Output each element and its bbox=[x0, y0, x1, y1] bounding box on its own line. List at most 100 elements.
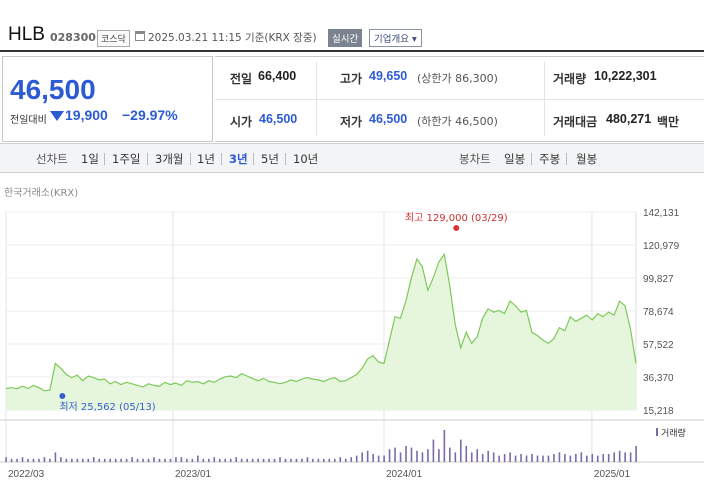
volume-bar bbox=[65, 458, 68, 462]
volume-bar bbox=[487, 450, 489, 462]
volume-bar bbox=[454, 452, 457, 462]
volume-bar bbox=[251, 458, 254, 462]
volume-bar bbox=[613, 452, 615, 462]
volume-bar bbox=[503, 454, 506, 462]
volume-bar bbox=[470, 452, 473, 462]
prev-close-label: 전일 bbox=[230, 72, 253, 86]
calendar-icon bbox=[135, 31, 145, 41]
volume-bar bbox=[317, 458, 320, 462]
volume-bar bbox=[71, 458, 73, 462]
price-chart[interactable]: 142,131 120,979 99,827 78,674 57,522 36,370 15… bbox=[0, 200, 704, 487]
change-value: 19,900 bbox=[65, 107, 108, 123]
volume-bar bbox=[591, 454, 594, 462]
tab-separator bbox=[566, 153, 567, 165]
volume-bar bbox=[350, 457, 353, 462]
volume-bar bbox=[421, 452, 424, 462]
volume-bar bbox=[607, 454, 610, 462]
candle-chart-label: 봉차트 bbox=[459, 152, 491, 166]
volume-value: 10,222,301 bbox=[594, 69, 657, 83]
tab-period-5y[interactable]: 5년 bbox=[261, 152, 279, 166]
volume-bar bbox=[284, 458, 287, 462]
x-tick-label: 2024/01 bbox=[386, 469, 423, 480]
company-info-button[interactable]: 기업개요 ▾ bbox=[369, 29, 422, 47]
high-annotation: 최고 129,000 (03/29) bbox=[405, 212, 508, 224]
stock-name: HLB bbox=[8, 24, 45, 45]
volume-bar bbox=[125, 458, 128, 462]
y-tick-label: 78,674 bbox=[643, 307, 674, 318]
price-summary-box bbox=[2, 56, 213, 142]
tab-candle-weekly[interactable]: 주봉 bbox=[539, 152, 561, 166]
volume-bar bbox=[355, 455, 358, 462]
volume-bar bbox=[514, 455, 517, 462]
amount-value: 480,271 bbox=[606, 112, 652, 126]
volume-bar bbox=[509, 452, 511, 462]
volume-bar bbox=[459, 439, 462, 462]
volume-bar bbox=[10, 458, 13, 462]
realtime-button[interactable]: 실시간 bbox=[328, 29, 363, 47]
amount-label: 거래대금 bbox=[553, 115, 598, 129]
data-source-label: 한국거래소(KRX) bbox=[4, 188, 79, 199]
volume-bar bbox=[553, 454, 555, 462]
current-price: 46,500 bbox=[10, 74, 96, 105]
tab-period-1y[interactable]: 1년 bbox=[197, 152, 215, 166]
volume-bar bbox=[377, 455, 380, 462]
volume-bar bbox=[153, 457, 155, 462]
volume-bar bbox=[476, 449, 479, 462]
volume-bar bbox=[290, 458, 292, 462]
volume-bar bbox=[399, 452, 402, 462]
volume-bar bbox=[443, 430, 446, 462]
tab-separator bbox=[104, 153, 105, 165]
tab-separator bbox=[221, 153, 222, 165]
tab-candle-daily[interactable]: 일봉 bbox=[504, 152, 526, 166]
stats-divider bbox=[215, 99, 704, 100]
volume-bar bbox=[191, 458, 194, 462]
volume-bar bbox=[580, 452, 583, 462]
tab-period-1w[interactable]: 1주일 bbox=[112, 152, 141, 166]
volume-label: 거래량 bbox=[553, 72, 587, 86]
volume-bar bbox=[197, 455, 199, 462]
volume-bar bbox=[405, 446, 407, 462]
volume-bar bbox=[306, 457, 309, 462]
volume-bar bbox=[388, 449, 391, 462]
volume-bar bbox=[438, 449, 440, 462]
volume-bar bbox=[301, 458, 303, 462]
volume-bar bbox=[531, 454, 533, 462]
volume-bar bbox=[32, 458, 35, 462]
volume-bar bbox=[43, 457, 46, 462]
y-tick-label: 57,522 bbox=[643, 340, 674, 351]
volume-bar bbox=[339, 457, 342, 462]
volume-bar bbox=[81, 458, 84, 462]
volume-bar bbox=[213, 457, 216, 462]
volume-bar bbox=[323, 458, 325, 462]
volume-bar bbox=[92, 457, 95, 462]
y-tick-label: 142,131 bbox=[643, 208, 680, 219]
volume-bar bbox=[131, 457, 133, 462]
volume-bar bbox=[262, 458, 265, 462]
x-tick-label: 2022/03 bbox=[8, 469, 45, 480]
volume-bar bbox=[635, 446, 637, 462]
open-value: 46,500 bbox=[259, 112, 298, 126]
volume-bar bbox=[268, 458, 270, 462]
volume-bar bbox=[481, 454, 484, 462]
volume-bar bbox=[158, 458, 161, 462]
tab-candle-monthly[interactable]: 월봉 bbox=[576, 152, 598, 166]
volume-bar bbox=[328, 458, 331, 462]
volume-bar bbox=[624, 452, 626, 462]
volume-bar bbox=[564, 454, 566, 462]
volume-bar bbox=[372, 454, 374, 462]
volume-bar bbox=[87, 458, 90, 462]
y-tick-label: 120,979 bbox=[643, 241, 680, 252]
volume-bar bbox=[235, 457, 237, 462]
tab-period-1d[interactable]: 1일 bbox=[81, 152, 99, 166]
high-label: 고가 bbox=[340, 72, 363, 86]
tab-period-3y[interactable]: 3년 bbox=[229, 152, 248, 166]
volume-bar bbox=[569, 455, 572, 462]
price-area bbox=[6, 254, 636, 410]
tab-period-10y[interactable]: 10년 bbox=[293, 152, 319, 166]
volume-bar bbox=[585, 455, 588, 462]
x-tick-label: 2023/01 bbox=[175, 469, 212, 480]
volume-bar bbox=[120, 458, 122, 462]
volume-bar bbox=[542, 455, 544, 462]
y-tick-label: 15,218 bbox=[643, 406, 674, 417]
tab-period-3m[interactable]: 3개월 bbox=[155, 152, 184, 166]
